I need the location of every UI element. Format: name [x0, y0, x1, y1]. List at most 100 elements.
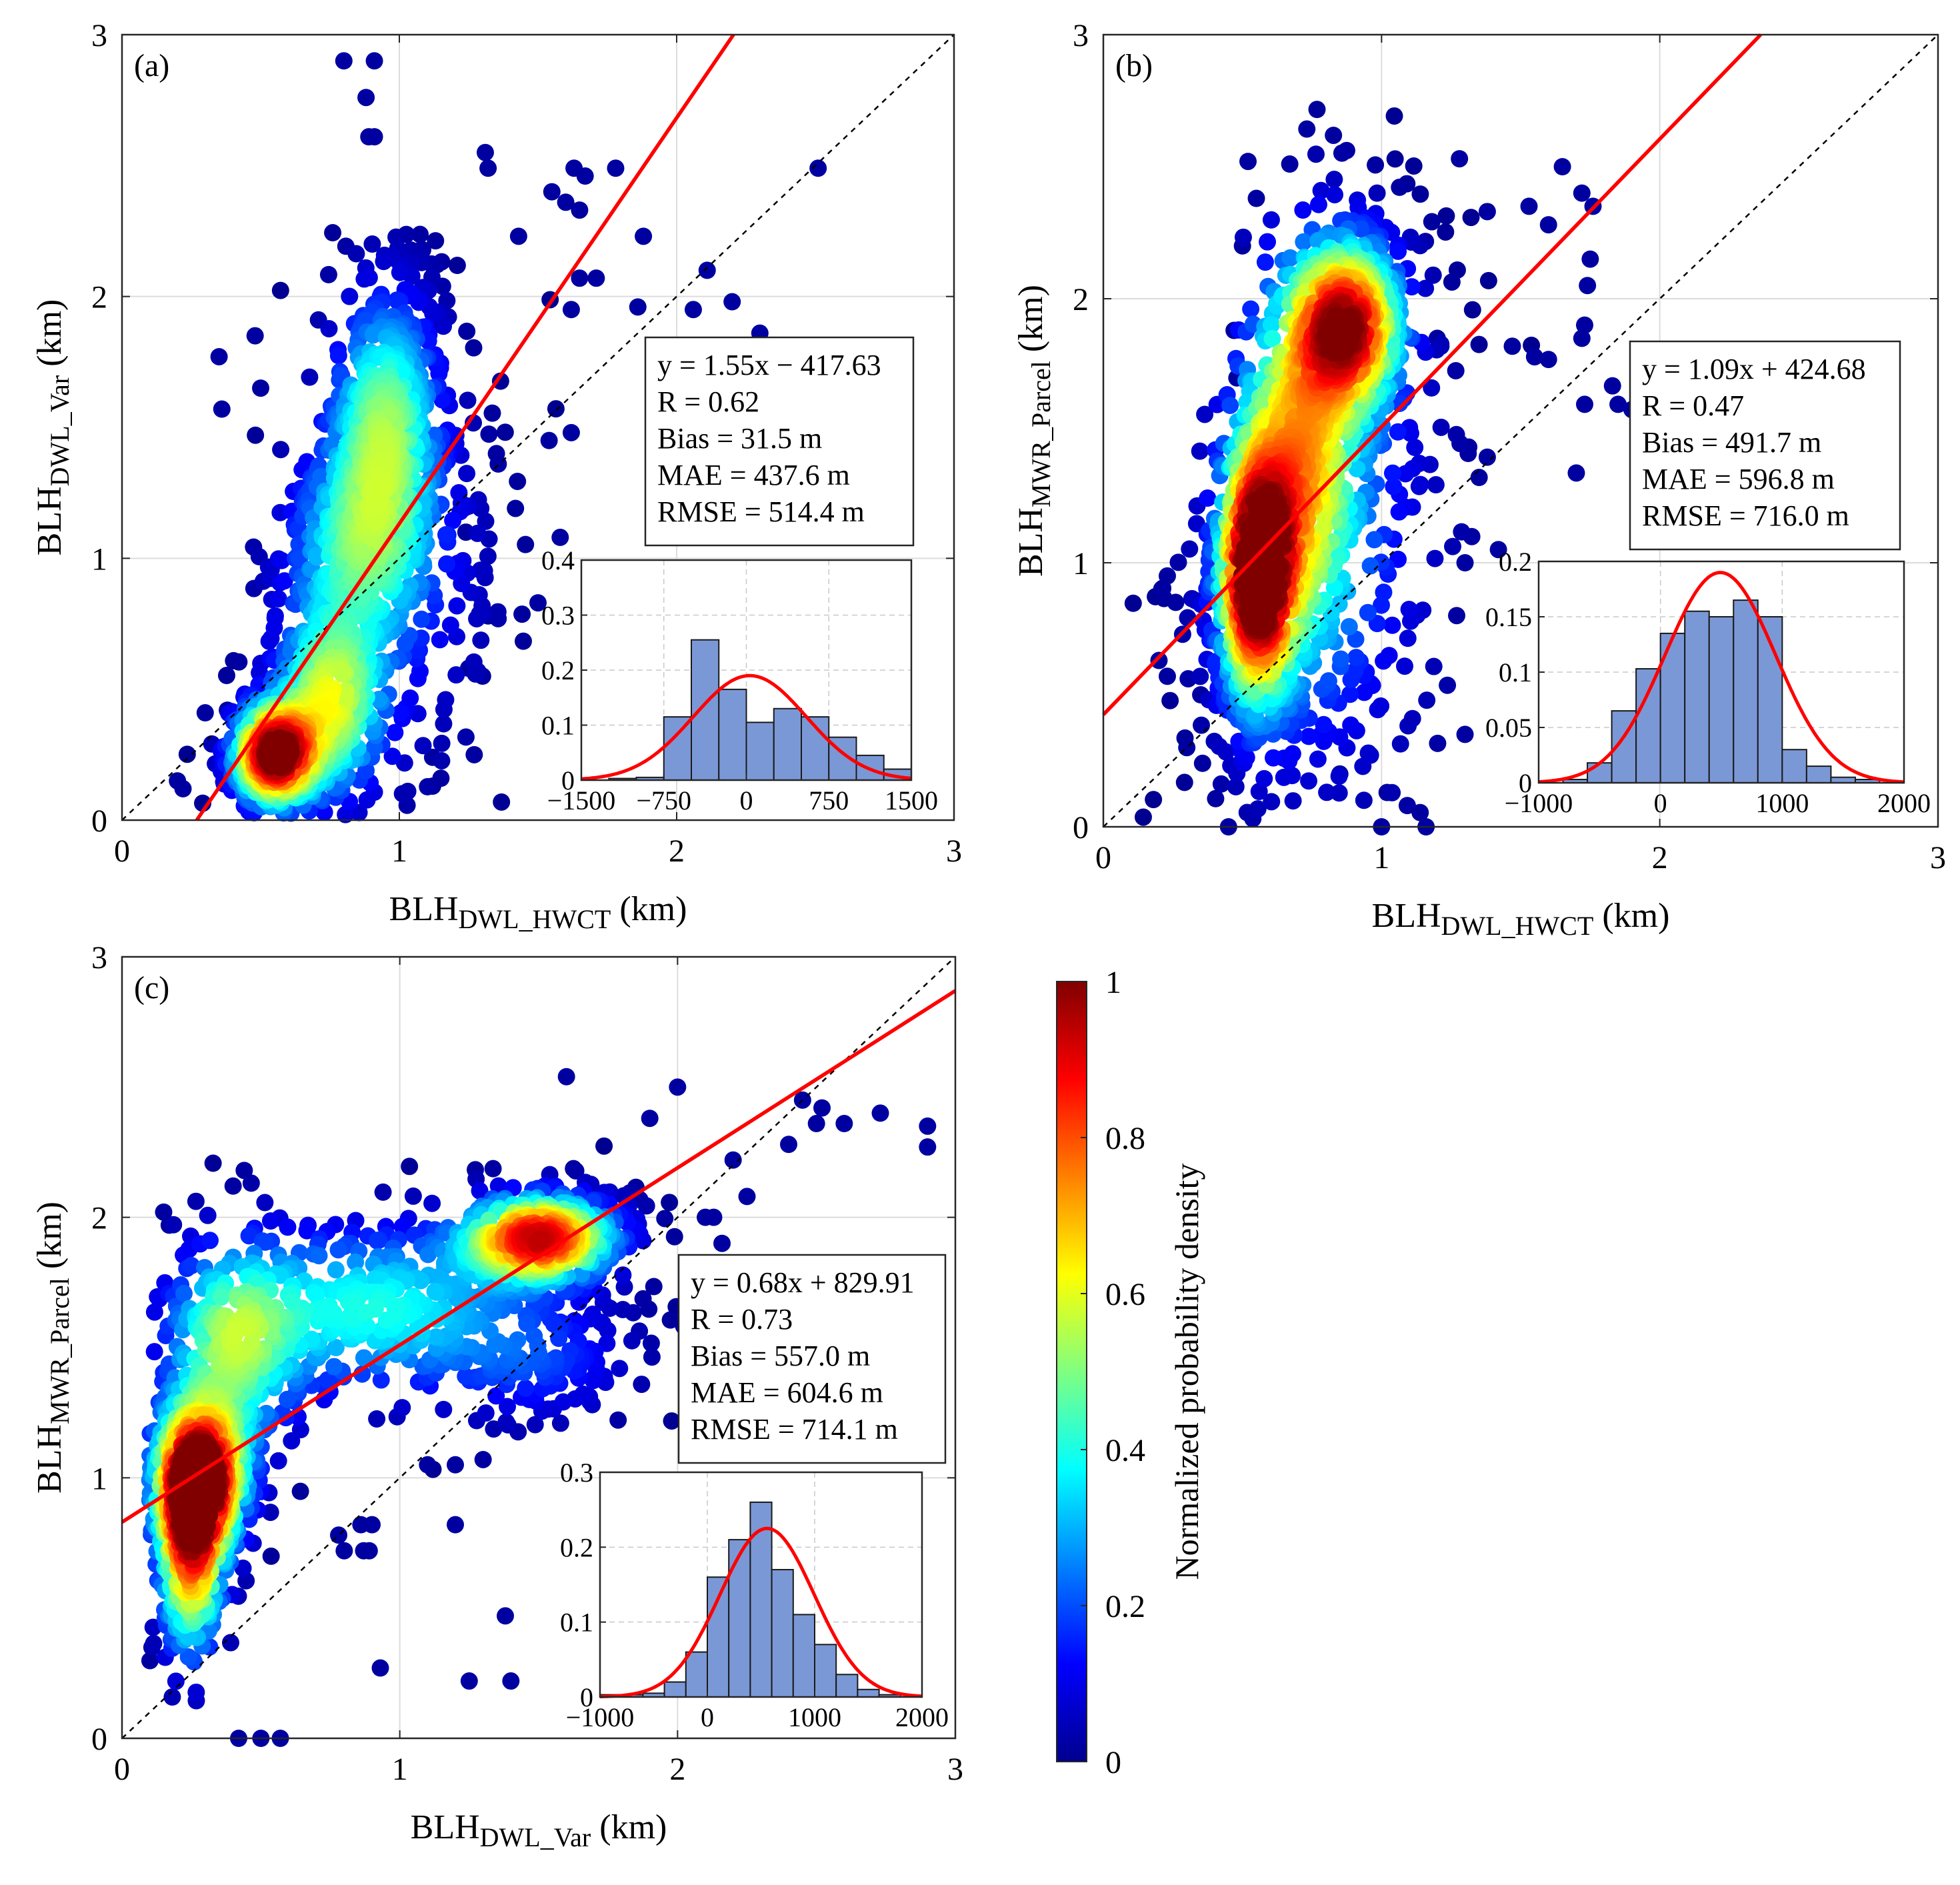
scatter-point — [457, 728, 475, 746]
scatter-point — [433, 751, 451, 769]
scatter-point — [363, 1516, 381, 1534]
scatter-point — [919, 1138, 937, 1156]
scatter-point — [509, 227, 527, 245]
scatter-point — [438, 555, 456, 573]
inset-x-tick-label: 1500 — [885, 785, 938, 815]
scatter-point — [483, 404, 501, 422]
scatter-point — [242, 1174, 260, 1192]
scatter-point — [301, 368, 319, 386]
scatter-point — [1383, 616, 1401, 634]
scatter-point — [1478, 203, 1496, 221]
scatter-point — [335, 52, 353, 70]
scatter-points — [169, 52, 827, 823]
scatter-point — [413, 610, 431, 628]
scatter-point — [1307, 145, 1325, 163]
error-histogram-inset: 00.050.10.150.2−1000 0 1000 2000 — [1485, 547, 1931, 818]
scatter-point — [273, 551, 291, 569]
scatter-point — [1158, 667, 1176, 685]
scatter-point — [444, 511, 462, 529]
scatter-point — [324, 224, 342, 242]
scatter-point — [1463, 301, 1481, 319]
scatter-point — [507, 499, 525, 517]
stat-fit-equation: y = 1.09x + 424.68 — [1642, 353, 1866, 385]
scatter-point — [1503, 337, 1521, 355]
scatter-point — [1399, 717, 1417, 735]
scatter-point — [497, 1413, 515, 1431]
scatter-point — [502, 1672, 520, 1690]
scatter-point — [1340, 617, 1358, 635]
histogram-bar — [718, 688, 747, 781]
scatter-point — [1423, 213, 1441, 231]
scatter-point — [661, 1311, 679, 1329]
y-tick-label: 1 — [91, 1461, 107, 1496]
scatter-point — [1325, 171, 1343, 189]
scatter-point — [493, 793, 511, 811]
histogram-bar — [691, 639, 720, 781]
scatter-point — [201, 1232, 219, 1250]
x-tick-label: 2 — [669, 833, 685, 869]
scatter-point — [1199, 489, 1217, 507]
scatter-point — [480, 425, 498, 443]
scatter-point — [1439, 676, 1457, 694]
scatter-point — [780, 1136, 797, 1154]
scatter-point — [1603, 377, 1621, 395]
scatter-point — [213, 400, 231, 418]
scatter-point — [1369, 701, 1387, 719]
scatter-point — [698, 261, 716, 279]
scatter-point — [1456, 554, 1474, 571]
scatter-point — [435, 1400, 453, 1418]
scatter-point — [1318, 783, 1336, 801]
scatter-point — [1383, 464, 1401, 482]
scatter-point — [576, 167, 594, 185]
scatter-point — [272, 441, 290, 459]
scatter-point — [437, 525, 455, 543]
histogram-bar — [663, 716, 692, 781]
scatter-point — [1365, 531, 1383, 549]
scatter-point — [404, 1187, 422, 1205]
scatter-point — [661, 1194, 679, 1212]
y-tick-label: 0 — [91, 803, 107, 839]
scatter-point — [540, 431, 558, 449]
scatter-point — [199, 1206, 217, 1224]
scatter-point — [1581, 250, 1599, 268]
scatter-point — [267, 737, 285, 755]
scatter-point — [365, 52, 383, 70]
scatter-point — [1448, 607, 1466, 625]
scatter-point — [460, 1672, 478, 1690]
scatter-point — [1390, 503, 1408, 521]
scatter-point — [1573, 329, 1591, 347]
scatter-point — [178, 745, 196, 763]
scatter-point — [1400, 600, 1418, 618]
scatter-point — [275, 572, 293, 590]
scatter-point — [479, 547, 497, 565]
scatter-point — [665, 1228, 683, 1246]
scatter-point — [371, 1659, 389, 1677]
scatter-point — [187, 1192, 205, 1210]
scatter-point — [368, 1410, 386, 1428]
scatter-point — [465, 745, 483, 763]
scatter-point — [1398, 797, 1416, 815]
scatter-point — [1134, 808, 1152, 826]
x-tick-label: 3 — [1930, 840, 1946, 875]
scatter-point — [1367, 156, 1385, 174]
scatter-point — [383, 747, 401, 765]
scatter-point — [374, 1183, 392, 1201]
scatter-point — [396, 635, 414, 653]
scatter-point — [360, 1542, 378, 1560]
stat-mae: MAE = 596.8 m — [1642, 463, 1835, 495]
inset-x-tick-label: −750 — [636, 785, 691, 815]
scatter-point — [1275, 768, 1293, 786]
scatter-point — [458, 465, 476, 483]
scatter-point — [465, 653, 483, 671]
scatter-point — [1300, 772, 1318, 790]
scatter-point — [477, 1404, 495, 1422]
scatter-point — [1391, 178, 1409, 196]
scatter-point — [1567, 464, 1585, 482]
scatter-point — [224, 1177, 242, 1195]
y-tick-label: 3 — [1073, 18, 1089, 53]
inset-y-tick-label: 0.4 — [541, 545, 575, 575]
scatter-point — [360, 269, 378, 287]
scatter-point — [230, 653, 248, 671]
scatter-point — [1479, 271, 1497, 289]
scatter-point — [1178, 739, 1196, 757]
